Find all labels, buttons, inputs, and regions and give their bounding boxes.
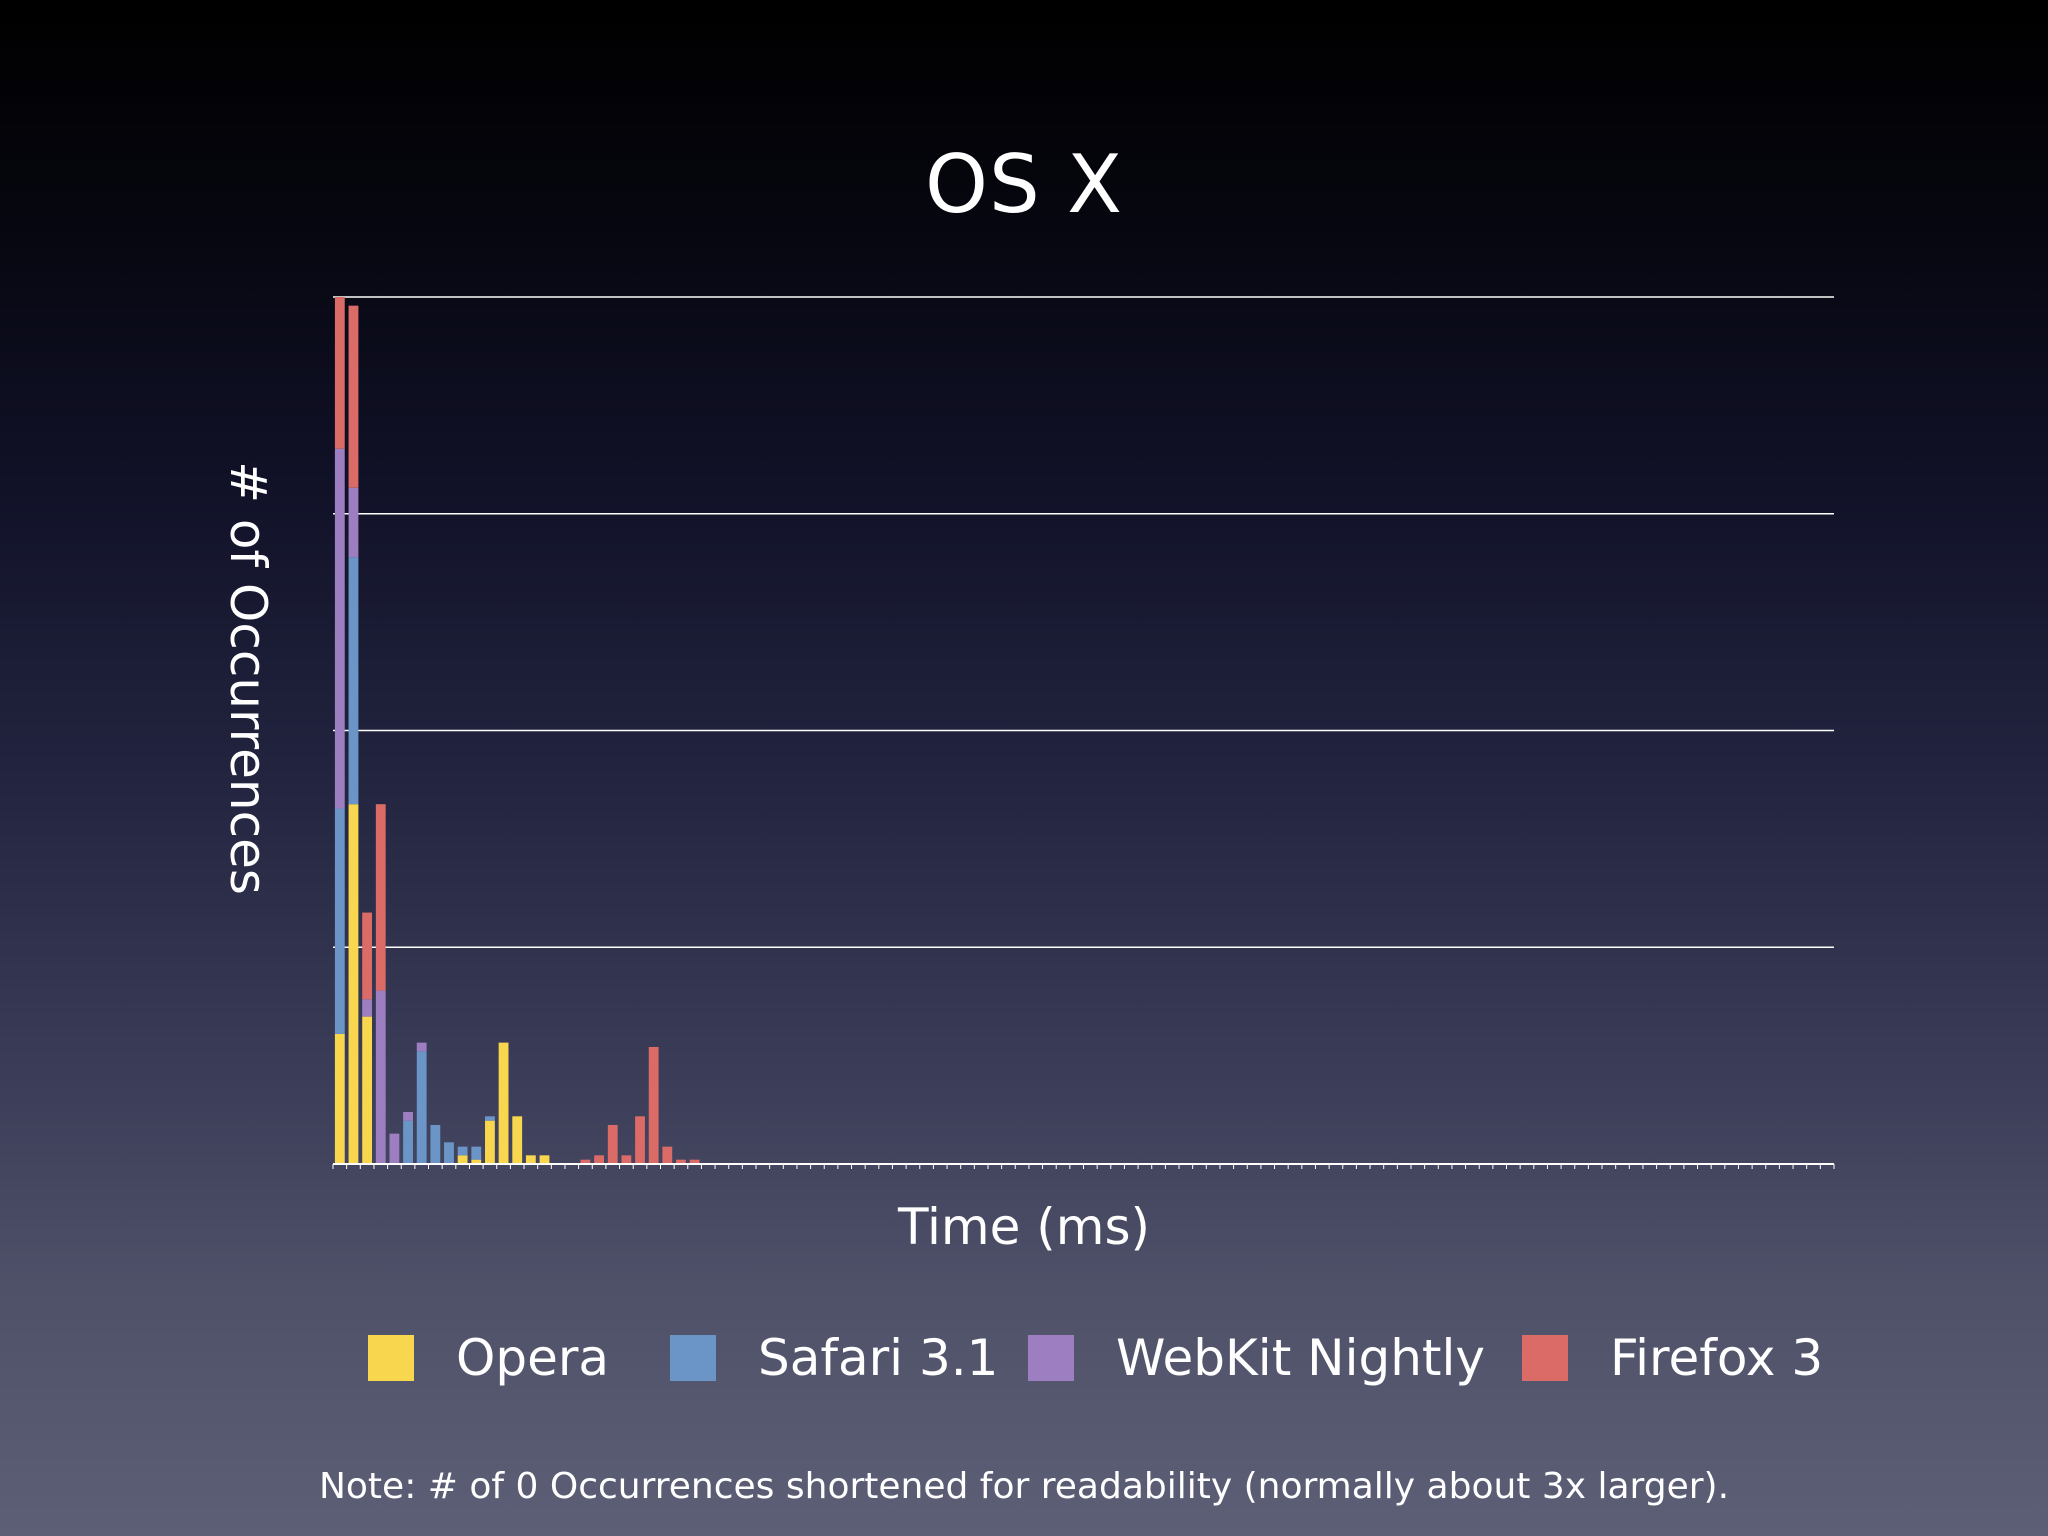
bar-safari-3-1-8 <box>444 1142 454 1164</box>
bar-firefox-3-19 <box>594 1155 604 1164</box>
legend-item-opera: Opera <box>368 1328 609 1388</box>
bar-firefox-3-20 <box>607 1124 618 1164</box>
bar-opera-11 <box>485 1120 495 1164</box>
x-axis <box>332 1163 1835 1169</box>
bar-firefox-3-23 <box>648 1046 659 1164</box>
bar-firefox-3-3 <box>375 804 386 991</box>
bar-webkit-nightly-5 <box>403 1111 413 1121</box>
bar-firefox-3-21 <box>621 1155 632 1164</box>
legend-label-opera: Opera <box>456 1329 610 1387</box>
bar-opera-9 <box>457 1155 468 1164</box>
legend-swatch-safari <box>670 1335 716 1381</box>
bar-safari-3-1-10 <box>471 1146 482 1160</box>
legend-label-webkit: WebKit Nightly <box>1116 1329 1485 1387</box>
bar-opera-0 <box>334 1033 345 1164</box>
chart-note: Note: # of 0 Occurrences shortened for r… <box>318 1466 1730 1507</box>
bar-opera-15 <box>539 1155 550 1164</box>
bar-webkit-nightly-1 <box>348 487 359 558</box>
bar-safari-3-1-9 <box>457 1146 468 1156</box>
gridlines <box>333 296 1834 948</box>
x-axis-label: Time (ms) <box>897 1198 1151 1256</box>
bar-safari-3-1-0 <box>334 808 345 1034</box>
legend-item-firefox: Firefox 3 <box>1522 1328 1823 1388</box>
bar-webkit-nightly-4 <box>389 1133 400 1164</box>
bar-opera-13 <box>512 1116 523 1164</box>
bar-firefox-3-26 <box>689 1159 700 1164</box>
bar-opera-12 <box>498 1042 509 1164</box>
bar-safari-3-1-7 <box>430 1124 441 1164</box>
bar-firefox-3-24 <box>662 1146 673 1164</box>
bar-webkit-nightly-6 <box>416 1042 427 1052</box>
bar-firefox-3-25 <box>676 1159 686 1164</box>
bar-firefox-3-0 <box>334 297 345 449</box>
bar-safari-3-1-5 <box>403 1120 413 1164</box>
legend-item-webkit: WebKit Nightly <box>1028 1328 1485 1388</box>
bar-firefox-3-2 <box>362 912 373 1000</box>
bar-opera-14 <box>525 1155 536 1164</box>
bar-webkit-nightly-2 <box>362 999 373 1017</box>
bar-webkit-nightly-3 <box>375 990 386 1164</box>
legend-swatch-opera <box>368 1335 414 1381</box>
bar-safari-3-1-11 <box>485 1116 495 1121</box>
bar-firefox-3-1 <box>348 305 359 488</box>
legend-item-safari: Safari 3.1 <box>670 1328 998 1388</box>
legend-swatch-webkit <box>1028 1335 1074 1381</box>
legend-swatch-firefox <box>1522 1335 1568 1381</box>
bar-firefox-3-18 <box>580 1159 591 1164</box>
bar-safari-3-1-1 <box>348 557 359 805</box>
legend-label-firefox: Firefox 3 <box>1610 1329 1824 1387</box>
bar-opera-2 <box>362 1016 373 1164</box>
bar-series <box>334 297 700 1164</box>
bar-safari-3-1-6 <box>416 1051 427 1164</box>
legend: Opera Safari 3.1 WebKit Nightly Firefox … <box>0 1328 2048 1388</box>
bar-firefox-3-22 <box>635 1116 645 1164</box>
legend-label-safari: Safari 3.1 <box>758 1329 999 1387</box>
bar-webkit-nightly-0 <box>334 448 345 809</box>
chart-title: OS X <box>925 138 1123 231</box>
bar-opera-10 <box>471 1159 482 1164</box>
bar-opera-1 <box>348 804 359 1164</box>
